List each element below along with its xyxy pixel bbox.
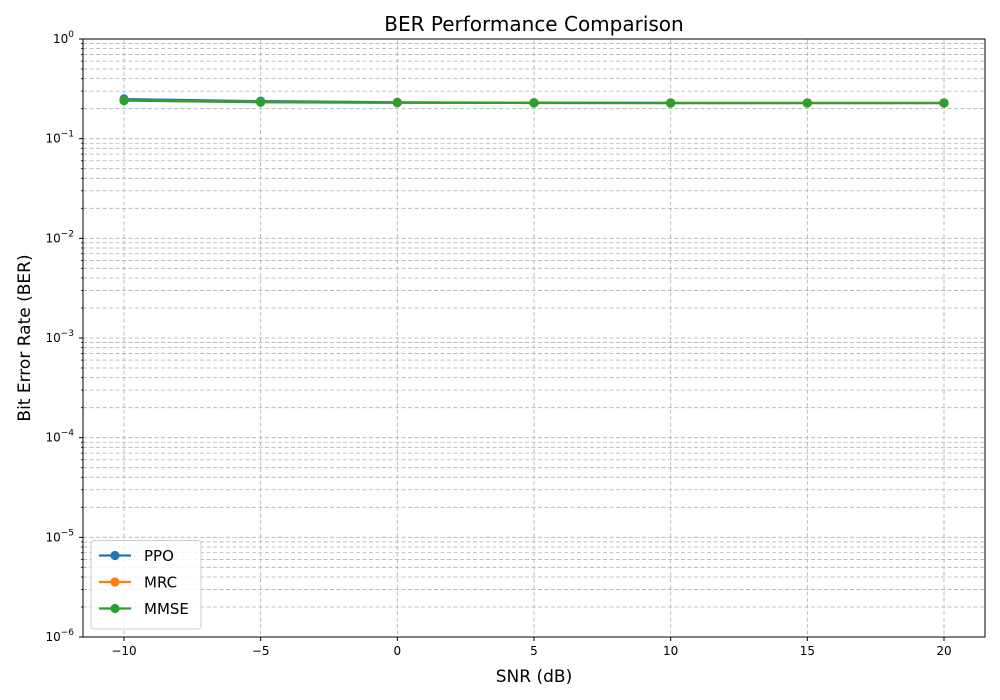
legend-label: MMSE bbox=[144, 600, 189, 618]
x-tick-label: −10 bbox=[111, 644, 136, 658]
chart-title: BER Performance Comparison bbox=[384, 12, 683, 36]
data-point bbox=[529, 98, 539, 108]
legend-marker bbox=[110, 550, 120, 561]
y-axis-label: Bit Error Rate (BER) bbox=[15, 254, 35, 421]
x-tick-label: −5 bbox=[252, 644, 270, 658]
data-point bbox=[256, 97, 266, 107]
legend-item-ppo: PPO bbox=[99, 547, 174, 565]
y-tick-label: 10−5 bbox=[45, 528, 74, 544]
y-tick-label: 10−3 bbox=[45, 329, 74, 345]
y-tick-label: 10−6 bbox=[45, 628, 74, 644]
legend-label: MRC bbox=[144, 574, 177, 592]
data-point bbox=[939, 98, 949, 108]
legend-marker bbox=[110, 603, 120, 614]
legend-marker bbox=[110, 577, 120, 587]
x-tick-label: 20 bbox=[936, 644, 951, 658]
series-group bbox=[119, 94, 949, 108]
axes: −10 −5 0 5 10 15 20 10−6 10−5 10−4 10−3 10−2 10−1 100 bbox=[45, 30, 951, 658]
y-tick-label: 10−2 bbox=[45, 229, 74, 245]
y-tick-label: 10−4 bbox=[45, 429, 74, 445]
legend: PPO MRC MMSE bbox=[90, 540, 202, 630]
y-tick-label: 10−1 bbox=[45, 130, 74, 146]
data-point bbox=[802, 98, 812, 108]
data-point bbox=[119, 95, 129, 106]
grid bbox=[83, 38, 985, 638]
x-tick-label: 0 bbox=[394, 644, 402, 658]
x-tick-label: 5 bbox=[530, 644, 538, 658]
legend-label: PPO bbox=[144, 547, 174, 565]
data-point bbox=[392, 98, 402, 108]
data-point bbox=[666, 98, 676, 108]
legend-item-mrc: MRC bbox=[99, 574, 177, 592]
x-tick-label: 15 bbox=[800, 644, 815, 658]
x-axis-label: SNR (dB) bbox=[496, 667, 572, 687]
series-mmse bbox=[119, 95, 949, 108]
legend-item-mmse: MMSE bbox=[99, 600, 189, 618]
y-tick-label: 100 bbox=[53, 30, 74, 46]
x-tick-label: 10 bbox=[663, 644, 678, 658]
